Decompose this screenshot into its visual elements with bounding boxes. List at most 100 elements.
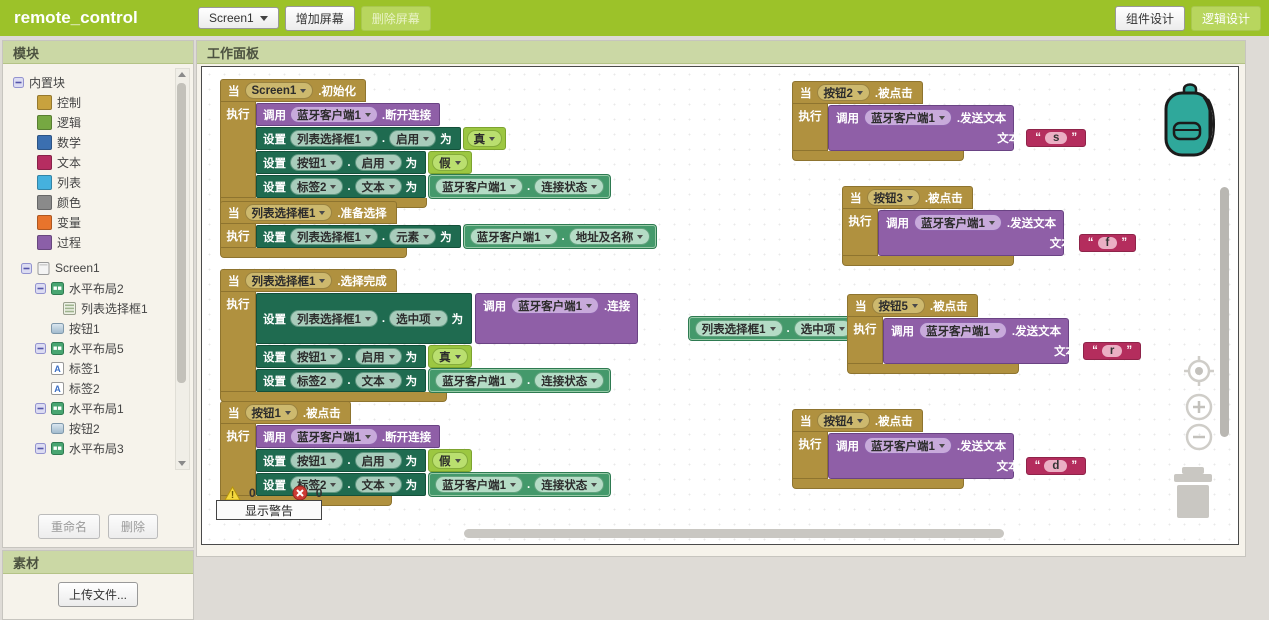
call-connect-block[interactable]: 调用 蓝牙客户端1 .连接 地址 列表选择框1. 选中项	[475, 293, 859, 344]
upload-file-button[interactable]: 上传文件...	[57, 582, 138, 607]
property-dropdown[interactable]: 地址及名称	[568, 228, 651, 245]
property-dropdown[interactable]: 启用	[354, 452, 402, 469]
text-string-block[interactable]: s	[1026, 129, 1087, 147]
set-text-block[interactable]: 设置 标签2. 文本 为 蓝牙客户端1. 连接状态	[256, 369, 611, 392]
set-enabled-block[interactable]: 设置 按钮1. 启用 为 假	[256, 151, 472, 174]
component-dropdown[interactable]: 按钮1	[290, 154, 344, 171]
rename-button[interactable]: 重命名	[37, 514, 100, 539]
property-dropdown[interactable]: 文本	[354, 178, 402, 195]
component-dropdown[interactable]: 列表选择框1	[694, 320, 783, 337]
collapse-icon[interactable]	[35, 342, 46, 354]
palette-category-procedures[interactable]: 过程	[13, 232, 193, 252]
logic-false-block[interactable]: 假	[428, 151, 472, 174]
designer-view-button[interactable]: 组件设计	[1114, 5, 1185, 31]
tree-node-arrangement3[interactable]: 水平布局3	[13, 438, 193, 458]
tree-node-button1[interactable]: 按钮1	[13, 318, 193, 338]
collapse-icon[interactable]	[13, 76, 24, 88]
property-dropdown[interactable]: 连接状态	[534, 178, 605, 195]
component-dropdown[interactable]: 按钮4	[816, 412, 870, 429]
tree-node-listpicker1[interactable]: 列表选择框1	[13, 298, 193, 318]
tree-node-arrangement5[interactable]: 水平布局5	[13, 338, 193, 358]
component-dropdown[interactable]: 列表选择框1	[290, 310, 378, 327]
builtin-blocks-node[interactable]: 内置块	[13, 72, 193, 92]
component-dropdown[interactable]: 蓝牙客户端1	[290, 106, 378, 123]
property-dropdown[interactable]: 启用	[354, 154, 402, 171]
scroll-up-icon[interactable]	[178, 72, 186, 77]
event-block-screen1-initialize[interactable]: 当 Screen1 .初始化 执行 调用 蓝牙客户端1 .断开连接 设置 列表选择框1. 启…	[220, 79, 611, 208]
palette-category-variables[interactable]: 变量	[13, 212, 193, 232]
component-dropdown[interactable]: 蓝牙客户端1	[919, 322, 1007, 339]
tree-node-arrangement1[interactable]: 水平布局1	[13, 398, 193, 418]
canvas-horizontal-scrollbar[interactable]	[464, 529, 1004, 538]
logic-true-block[interactable]: 真	[462, 127, 507, 150]
logic-dropdown[interactable]: 真	[466, 130, 503, 147]
tree-node-label1[interactable]: A 标签1	[13, 358, 193, 378]
zoom-in-icon[interactable]	[1185, 393, 1213, 421]
logic-dropdown[interactable]: 假	[432, 452, 468, 469]
component-dropdown[interactable]: 蓝牙客户端1	[469, 228, 558, 245]
logic-dropdown[interactable]: 假	[432, 154, 468, 171]
palette-category-math[interactable]: 数学	[13, 132, 193, 152]
logic-false-block[interactable]: 假	[428, 449, 472, 472]
collapse-icon[interactable]	[35, 282, 46, 294]
component-dropdown[interactable]: 蓝牙客户端1	[864, 109, 952, 126]
component-dropdown[interactable]: 蓝牙客户端1	[914, 214, 1002, 231]
string-value[interactable]: s	[1044, 132, 1068, 144]
collapse-icon[interactable]	[35, 442, 46, 454]
set-enabled-block[interactable]: 设置 列表选择框1. 启用 为 真	[256, 127, 507, 150]
component-dropdown[interactable]: 按钮5	[871, 297, 925, 314]
delete-button[interactable]: 删除	[108, 514, 159, 539]
set-selection-block[interactable]: 设置 列表选择框1. 选中项 为 调用 蓝牙客户端1 .连接 地址 列表选择框1. 选中项	[256, 293, 859, 344]
string-value[interactable]: f	[1097, 237, 1118, 249]
set-elements-block[interactable]: 设置 列表选择框1. 元素 为 蓝牙客户端1. 地址及名称	[256, 225, 657, 248]
component-dropdown[interactable]: 蓝牙客户端1	[435, 372, 524, 389]
component-dropdown[interactable]: 按钮1	[290, 452, 344, 469]
property-dropdown[interactable]: 连接状态	[534, 372, 605, 389]
text-string-block[interactable]: d	[1025, 457, 1087, 475]
logic-true-block[interactable]: 真	[428, 345, 472, 368]
tree-node-label2[interactable]: A 标签2	[13, 378, 193, 398]
tree-node-button2[interactable]: 按钮2	[13, 418, 193, 438]
property-dropdown[interactable]: 启用	[389, 130, 437, 147]
event-block-listpicker-beforepicking[interactable]: 当列表选择框1 .准备选择 执行 设置 列表选择框1. 元素为 蓝牙客户端1. 地址及名…	[220, 201, 657, 258]
property-dropdown[interactable]: 连接状态	[534, 476, 605, 493]
call-disconnect-block[interactable]: 调用 蓝牙客户端1 .断开连接	[256, 425, 441, 448]
property-dropdown[interactable]: 元素	[389, 228, 437, 245]
component-dropdown[interactable]: 列表选择框1	[290, 228, 378, 245]
component-dropdown[interactable]: 按钮1	[244, 404, 298, 421]
getter-block[interactable]: 蓝牙客户端1. 地址及名称	[463, 225, 657, 248]
component-dropdown[interactable]: 列表选择框1	[244, 204, 333, 221]
string-value[interactable]: d	[1044, 460, 1068, 472]
palette-category-lists[interactable]: 列表	[13, 172, 193, 192]
event-block-listpicker-afterpicking[interactable]: 当列表选择框1 .选择完成 执行 设置 列表选择框1. 选中项为 调用 蓝牙客户端1 .连…	[220, 269, 859, 402]
error-icon[interactable]	[292, 485, 308, 501]
property-dropdown[interactable]: 文本	[354, 476, 402, 493]
getter-block[interactable]: 蓝牙客户端1. 连接状态	[429, 175, 611, 198]
palette-category-text[interactable]: 文本	[13, 152, 193, 172]
show-warnings-button[interactable]: 显示警告	[216, 500, 322, 520]
component-dropdown[interactable]: 按钮3	[866, 189, 920, 206]
collapse-icon[interactable]	[35, 402, 46, 414]
add-screen-button[interactable]: 增加屏幕	[284, 5, 355, 31]
screen-selector[interactable]: Screen1	[198, 7, 279, 29]
property-dropdown[interactable]: 选中项	[389, 310, 448, 327]
text-string-block[interactable]: f	[1078, 234, 1137, 252]
string-value[interactable]: r	[1101, 345, 1123, 357]
component-dropdown[interactable]: 按钮1	[290, 348, 344, 365]
center-blocks-icon[interactable]	[1183, 355, 1215, 387]
component-dropdown[interactable]: 按钮2	[816, 84, 870, 101]
logic-dropdown[interactable]: 真	[432, 348, 468, 365]
canvas-vertical-scrollbar[interactable]	[1220, 187, 1229, 437]
collapse-icon[interactable]	[21, 262, 32, 274]
component-dropdown[interactable]: 蓝牙客户端1	[864, 437, 952, 454]
component-dropdown[interactable]: 列表选择框1	[290, 130, 378, 147]
component-dropdown[interactable]: 标签2	[290, 372, 344, 389]
blocks-canvas[interactable]: 当 Screen1 .初始化 执行 调用 蓝牙客户端1 .断开连接 设置 列表选择框1. 启…	[201, 66, 1239, 545]
